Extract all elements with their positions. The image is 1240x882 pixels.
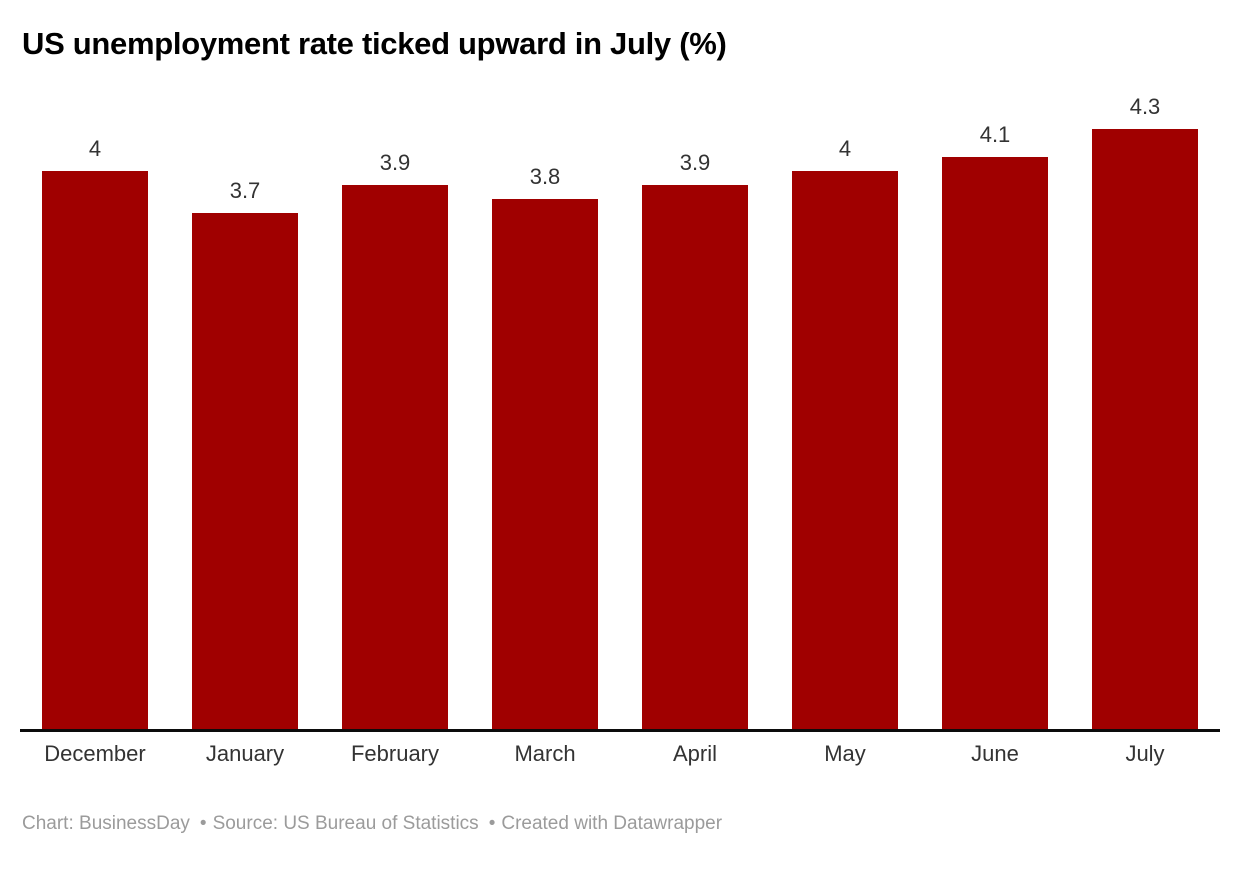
bar-column: 4.1 xyxy=(920,90,1070,729)
bar-january xyxy=(192,212,298,729)
x-axis-label-june: June xyxy=(971,741,1019,766)
x-axis-labels: December January February March April May June… xyxy=(20,740,1220,768)
bar-february xyxy=(342,184,448,729)
x-axis-label-december: December xyxy=(44,741,146,766)
bar-value-label: 3.8 xyxy=(529,163,561,189)
bar-column: 4 xyxy=(20,90,170,729)
x-axis-label-may: May xyxy=(824,741,866,766)
footer-chart-credit: Chart: BusinessDay xyxy=(22,813,190,834)
x-axis-label-january: January xyxy=(205,741,285,766)
bar-column: 3.9 xyxy=(620,90,770,729)
bar-column: 4 xyxy=(770,90,920,729)
bar-column: 4.3 xyxy=(1070,90,1220,729)
x-axis-label-march: March xyxy=(514,741,576,766)
footer-source-credit: Source: US Bureau of Statistics xyxy=(212,813,479,834)
bars-row: 4 3.7 3.9 3.8 3.9 4 4.1 4.3 xyxy=(20,90,1220,729)
bar-column: 3.9 xyxy=(320,90,470,729)
bar-value-label: 4 xyxy=(88,135,102,161)
bar-july xyxy=(1092,129,1198,729)
bar-value-label: 3.9 xyxy=(379,149,411,175)
x-axis-line xyxy=(20,729,1220,732)
bar-value-label: 4.1 xyxy=(979,121,1011,147)
chart-title: US unemployment rate ticked upward in Ju… xyxy=(22,26,727,61)
bar-value-label: 3.7 xyxy=(229,177,261,203)
bar-april xyxy=(642,184,748,729)
x-axis-label-july: July xyxy=(1125,741,1165,766)
chart-footer: Chart: BusinessDay • Source: US Bureau of … xyxy=(22,812,1218,836)
footer-separator-icon: • xyxy=(199,813,207,834)
x-axis-label-february: February xyxy=(350,741,440,766)
bar-december xyxy=(42,170,148,729)
footer-created-credit: Created with Datawrapper xyxy=(501,813,723,834)
bar-value-label: 4.3 xyxy=(1129,94,1161,119)
bar-may xyxy=(792,170,898,729)
bar-column: 3.8 xyxy=(470,90,620,729)
bar-column: 3.7 xyxy=(170,90,320,729)
x-axis-label-april: April xyxy=(672,741,717,766)
bar-value-label: 4 xyxy=(838,135,852,161)
footer-separator-icon: • xyxy=(488,813,496,834)
bar-june xyxy=(942,156,1048,729)
bar-march xyxy=(492,198,598,729)
bar-value-label: 3.9 xyxy=(679,149,711,175)
